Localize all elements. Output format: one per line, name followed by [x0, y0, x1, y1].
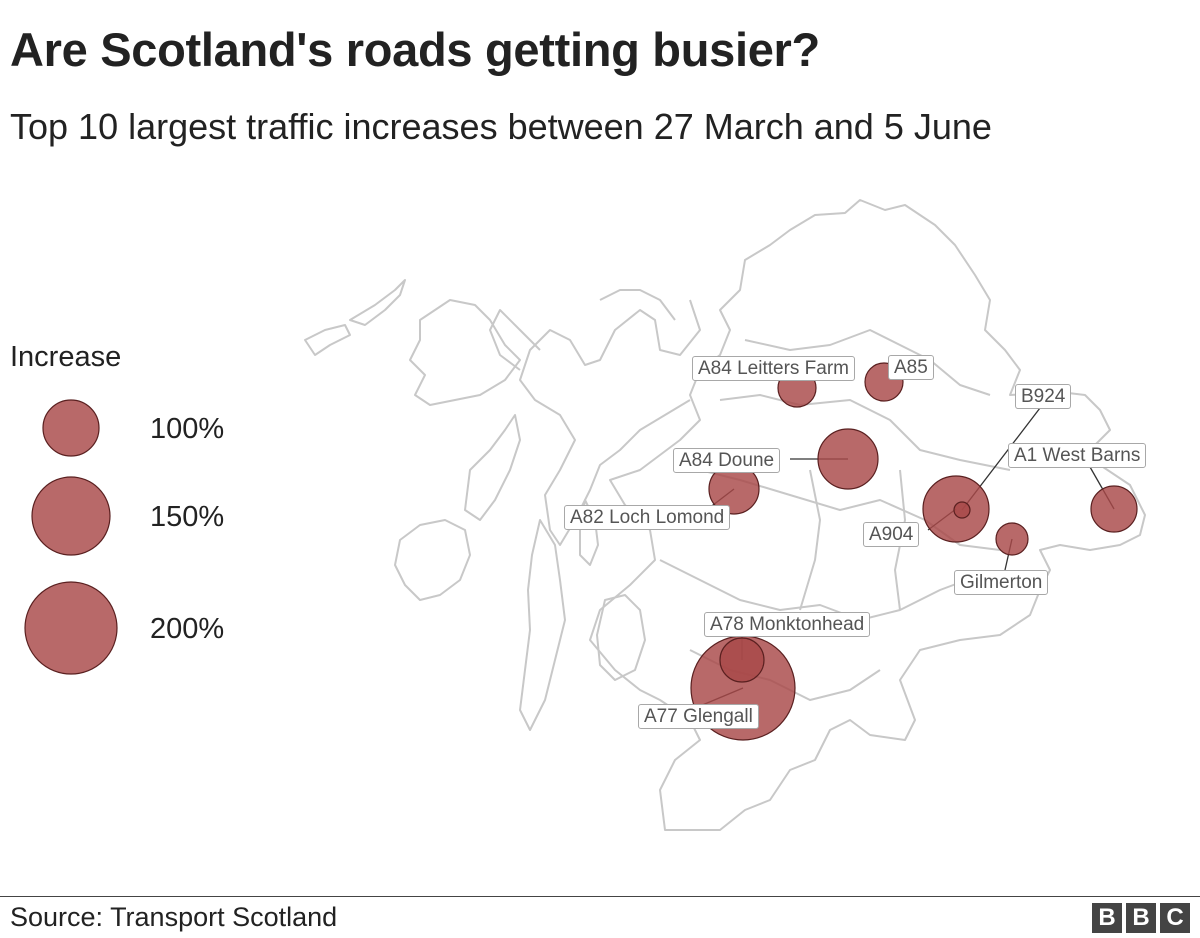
legend-label-150: 150% — [150, 501, 225, 533]
site-label: A78 Monktonhead — [704, 612, 871, 637]
logo-letter-b1: B — [1092, 903, 1122, 933]
legend-title: Increase — [10, 341, 122, 373]
footer-divider — [0, 896, 1200, 897]
bubble-gilmerton — [995, 522, 1029, 556]
legend-label-100: 100% — [150, 413, 225, 445]
site-label: A904 — [863, 522, 920, 547]
site-label: A82 Loch Lomond — [564, 505, 731, 530]
site-label: Gilmerton — [954, 570, 1049, 595]
legend-bubble-100 — [42, 399, 100, 457]
bubble-a84-doune — [817, 428, 879, 490]
site-label: B924 — [1015, 384, 1072, 409]
site-bubbles — [690, 362, 1138, 741]
bbc-logo: B B C — [1092, 903, 1190, 933]
legend-label-200: 200% — [150, 613, 225, 645]
bubble-b924 — [953, 501, 971, 519]
chart-title: Are Scotland's roads getting busier? — [10, 23, 820, 76]
logo-letter-b2: B — [1126, 903, 1156, 933]
legend-bubble-150 — [31, 476, 111, 556]
bubble-a78-monktonhead — [719, 637, 765, 683]
source-note: Source: Transport Scotland — [10, 902, 338, 932]
legend-bubble-200 — [24, 581, 118, 675]
logo-letter-c: C — [1160, 903, 1190, 933]
bubble-a1-west-barns — [1090, 485, 1138, 533]
site-label: A85 — [888, 355, 934, 380]
site-label: A77 Glengall — [638, 704, 759, 729]
legend-bubbles — [24, 399, 118, 675]
scotland-map — [304, 199, 1146, 831]
site-label: A1 West Barns — [1008, 443, 1147, 468]
site-label: A84 Doune — [673, 448, 781, 473]
chart-subtitle: Top 10 largest traffic increases between… — [10, 106, 992, 147]
site-label: A84 Leitters Farm — [692, 356, 855, 381]
